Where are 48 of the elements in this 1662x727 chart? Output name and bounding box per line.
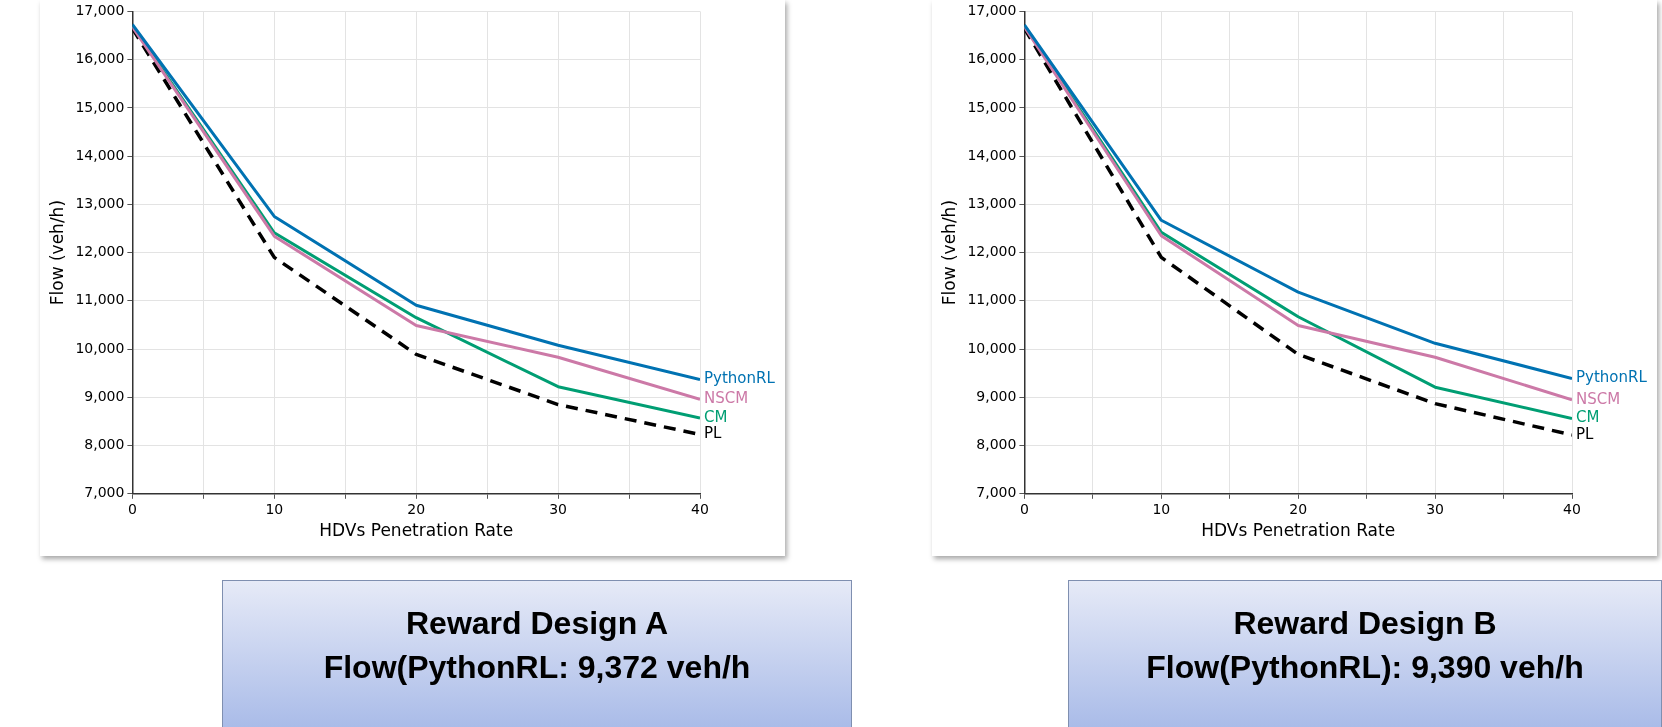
x-tick-label: 20 [407,500,426,517]
y-tick-label: 15,000 [967,98,1017,115]
text: Reward Design B [1233,604,1497,643]
x-tick-label: 10 [1152,500,1171,517]
x-tick-label: 0 [1019,500,1029,517]
y-tick-label: 16,000 [75,50,125,67]
x-tick-label: 40 [1563,500,1581,517]
y-tick-label: 14,000 [967,146,1017,163]
y-tick-label: 13,000 [75,195,125,211]
y-tick-label: 12,000 [967,243,1017,260]
y-tick-label: 10,000 [75,339,125,356]
series-label: PythonRL [704,369,776,388]
series-label: CM [1576,408,1600,427]
series-label: NSCM [1576,389,1621,408]
series-label: PL [1576,424,1595,443]
x-axis-title: HDVs Penetration Rate [319,520,514,541]
y-tick-label: 17,000 [967,2,1017,19]
y-tick-label: 9,000 [84,387,125,404]
x-axis-title: HDVs Penetration Rate [1201,520,1396,541]
y-tick-label: 11,000 [75,291,125,308]
text: Flow(PythonRL): 9,390 veh/h [1146,648,1584,687]
y-tick-label: 16,000 [967,50,1017,67]
series-label: PL [704,424,723,443]
y-tick-label: 8,000 [84,436,125,453]
y-tick-label: 15,000 [75,98,125,115]
y-tick-label: 13,000 [967,195,1017,211]
y-axis-title: Flow (veh/h) [938,199,959,306]
y-tick-label: 14,000 [75,146,125,163]
y-tick-label: 9,000 [976,387,1017,404]
x-tick-label: 30 [1426,500,1445,517]
y-tick-label: 10,000 [967,339,1017,356]
x-tick-label: 0 [127,500,137,517]
y-tick-label: 7,000 [84,484,125,501]
series-label: PythonRL [1576,368,1648,387]
y-axis-title: Flow (veh/h) [46,199,67,306]
y-tick-label: 17,000 [75,2,125,19]
text: Reward Design A [406,604,668,643]
series-label: NSCM [704,389,749,408]
y-tick-label: 11,000 [967,291,1017,308]
series-label: CM [704,407,728,426]
y-tick-label: 7,000 [976,484,1017,501]
y-tick-label: 12,000 [75,243,125,260]
text: Flow(PythonRL: 9,372 veh/h [323,648,751,687]
x-tick-label: 40 [691,500,709,517]
x-tick-label: 10 [265,500,284,517]
y-tick-label: 8,000 [976,436,1017,453]
x-tick-label: 30 [549,500,568,517]
x-tick-label: 20 [1289,500,1308,517]
